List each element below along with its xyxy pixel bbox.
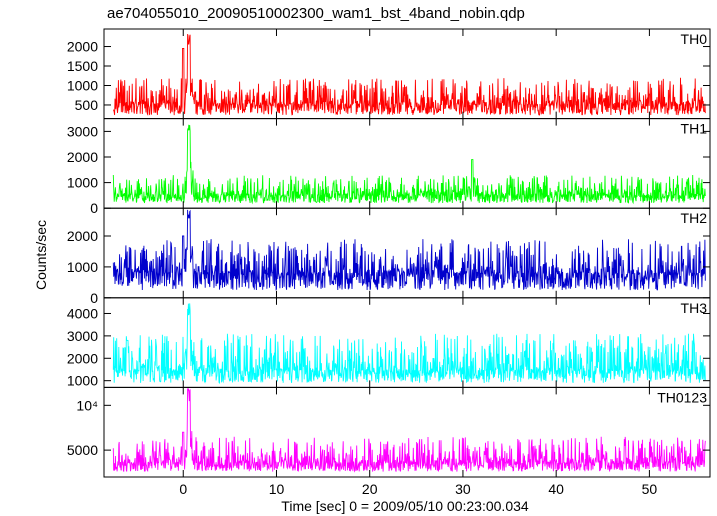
series-th3 (112, 303, 706, 384)
series-th2 (112, 209, 706, 291)
panel-name: TH1 (681, 121, 708, 137)
y-tick-label: 3000 (67, 328, 98, 344)
y-tick-label: 1000 (67, 175, 98, 191)
x-tick-label: 40 (548, 481, 564, 497)
y-tick-label: 1500 (67, 58, 98, 74)
y-tick-label: 2000 (67, 228, 98, 244)
x-tick-label: 0 (179, 481, 187, 497)
panel-th3: 1000 2000 3000 4000 TH3 (67, 297, 711, 389)
panel-name: TH2 (681, 210, 708, 226)
y-tick-label: 1000 (67, 77, 98, 93)
y-tick-label: 2000 (67, 149, 98, 165)
series-th0123 (112, 388, 706, 473)
x-tick-label: 20 (362, 481, 378, 497)
panel-name: TH0123 (657, 389, 707, 405)
y-tick-label: 2000 (67, 39, 98, 55)
y-tick-label: 1000 (67, 259, 98, 275)
y-tick-label: 0 (90, 200, 98, 216)
y-tick-label: 5000 (67, 442, 98, 458)
chart-title: ae704055010_20090510002300_wam1_bst_4ban… (107, 5, 525, 22)
x-tick-label: 10 (269, 481, 285, 497)
series-th0 (112, 33, 706, 116)
x-tick-label: 50 (642, 481, 658, 497)
panel-th2: 0 1000 2000 TH2 (67, 207, 711, 306)
panel-name: TH0 (681, 31, 708, 47)
y-tick-label: 0 (90, 290, 98, 306)
y-tick-label: 500 (75, 97, 99, 113)
y-axis-label: Counts/sec (33, 220, 49, 290)
panel-th0123: 5000 10⁴ TH0123 (67, 386, 711, 478)
y-tick-label: 10⁴ (76, 397, 98, 413)
y-tick-label: 1000 (67, 373, 98, 389)
y-tick-label: 3000 (67, 123, 98, 139)
x-tick-label: 30 (455, 481, 471, 497)
panel-name: TH3 (681, 300, 708, 316)
y-tick-label: 4000 (67, 305, 98, 321)
x-axis-label: Time [sec] 0 = 2009/05/10 00:23:00.034 (281, 498, 529, 514)
panel-frame (103, 386, 711, 478)
y-tick-label: 2000 (67, 350, 98, 366)
series-th1 (112, 124, 706, 205)
panel-th1: 0 1000 2000 3000 TH1 (67, 118, 711, 216)
panel-th0: 500 1000 1500 2000 TH0 (67, 28, 711, 120)
